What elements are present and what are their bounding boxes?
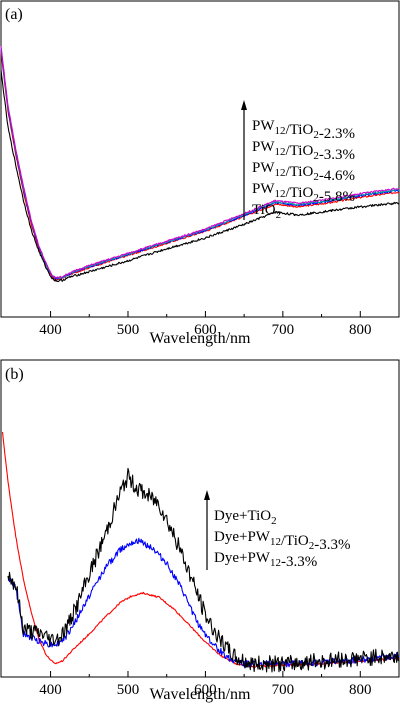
panel-b-plot-area [0,359,400,678]
panel-b-series-line-2 [7,537,400,668]
panel-b-label: (b) [5,366,24,383]
panel-a-x-tick-label-400: 400 [39,322,62,338]
panel-a-legend-entry-2: PW12/TiO2-3.3% [252,139,355,163]
panel-b-series-line-3 [7,467,400,673]
panel-a-label: (a) [5,6,23,23]
panel-a-legend-entry-3: PW12/TiO2-4.6% [252,160,355,184]
panel-b-x-tick-label-600: 600 [194,682,217,698]
panel-a-x-tick-label-500: 500 [117,322,140,338]
panel-a-series-line-4 [0,45,400,279]
panel-a-x-tick-label-800: 800 [349,322,372,338]
panel-a-plot-area [0,0,400,318]
panel-a-legend-entry-4: PW12/TiO2-5.8% [252,181,355,205]
panel-b-x-axis-label: Wavelength/nm [150,686,251,703]
panel-b-legend-entry-3: Dye+PW12-3.3% [214,550,317,570]
panel-b-x-tick-label-400: 400 [39,682,62,698]
panel-b-series [2,431,400,673]
panel-b-x-tick-label-800: 800 [349,682,372,698]
panel-a-legend-arrowhead [241,100,247,110]
panel-b-legend: Dye+TiO2 Dye+PW12/TiO2-3.3%Dye+PW12-3.3% [214,508,351,570]
panel-b: (b) 400 500 600 700 800 Dye+TiO2 Dye+PW12/TiO… [0,359,400,703]
panel-a-series [0,45,400,283]
panel-a-legend-entry-5: TiO2 [252,202,281,221]
panel-a-x-tick-label-700: 700 [272,322,295,338]
panel-b-legend-entry-1: Dye+TiO2 [214,508,277,527]
panel-b-legend-arrowhead [204,490,210,500]
panel-a: (a) 400 500 600 700 800 PW12/TiO2-2.3%PW12/T… [0,0,400,347]
panel-a-legend-entry-1: PW12/TiO2-2.3% [252,118,355,142]
panel-b-x-tick-label-700: 700 [272,682,295,698]
panel-a-series-line-2 [0,49,400,280]
panel-a-x-axis-label: Wavelength/nm [150,330,251,347]
panel-a-series-line-5 [0,69,400,283]
panel-b-x-tick-label-500: 500 [117,682,140,698]
panel-b-legend-entry-2: Dye+PW12/TiO2-3.3% [214,529,351,553]
panel-a-legend: PW12/TiO2-2.3%PW12/TiO2-3.3%PW12/TiO2-4.… [252,118,355,221]
panel-b-x-ticks: 400 500 600 700 800 [39,671,372,698]
panel-a-x-ticks: 400 500 600 700 800 [39,311,372,338]
panel-a-series-line-3 [0,47,400,280]
panel-a-x-tick-label-600: 600 [194,322,217,338]
panel-a-series-line-1 [0,50,400,282]
